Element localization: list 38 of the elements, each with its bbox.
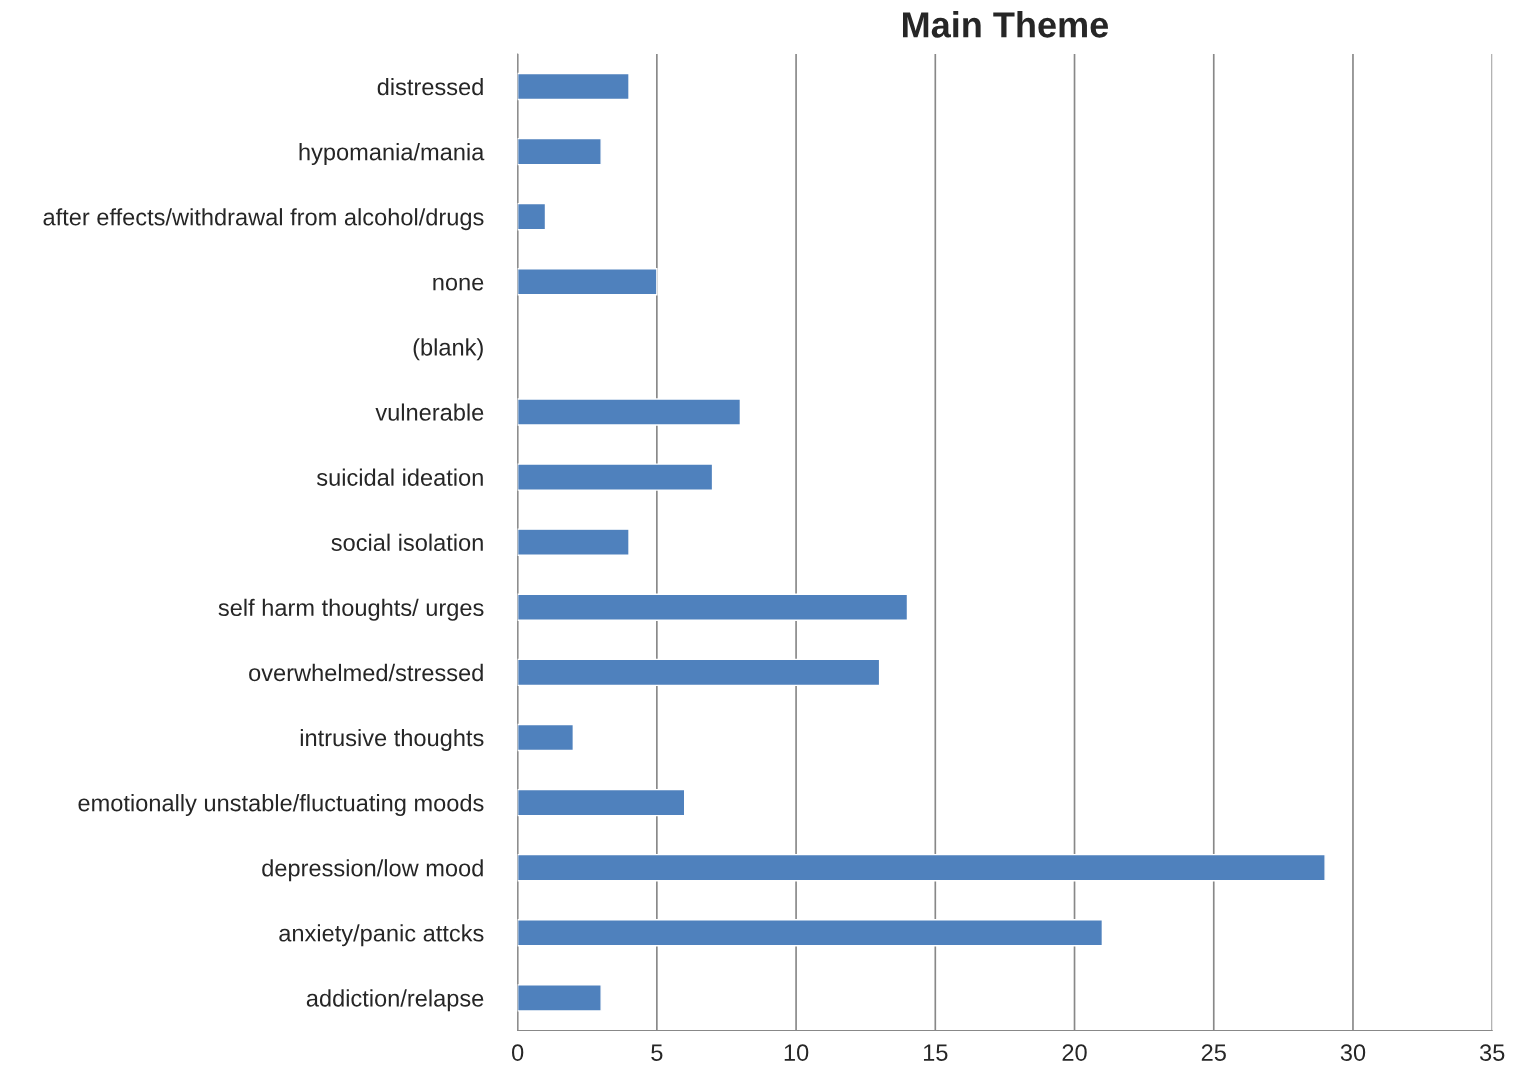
y-tick-label: overwhelmed/stressed: [249, 663, 483, 682]
y-tick-label: hypomania/mania: [299, 143, 485, 166]
y-tick-label: depression/low mood: [262, 859, 483, 882]
bar: [517, 723, 575, 752]
x-tick-label: 5: [651, 1044, 663, 1061]
y-tick-label: after effects/withdrawal from alcohol/drugs: [43, 208, 484, 231]
bar: [517, 593, 909, 622]
y-tick-label: vulnerable: [375, 403, 484, 421]
y-tick-label: social isolation: [331, 533, 483, 551]
bar: [517, 72, 630, 101]
bar: [517, 268, 658, 296]
y-tick-label: self harm thoughts/ urges: [218, 598, 484, 621]
bar: [517, 202, 547, 231]
y-tick-label: distressed: [377, 77, 483, 96]
bar: [517, 463, 714, 491]
y-tick-label: suicidal ideation: [316, 468, 483, 486]
bar: [517, 853, 1326, 882]
chart-title: Main Theme: [903, 11, 1109, 38]
x-tick-label: 10: [784, 1044, 809, 1061]
bar: [517, 919, 1104, 947]
y-tick-label: intrusive thoughts: [300, 728, 484, 751]
bar: [517, 398, 742, 426]
bar: [517, 528, 630, 556]
y-tick-label: emotionally unstable/fluctuating moods: [78, 794, 484, 817]
y-tick-label: anxiety/panic attcks: [279, 924, 484, 947]
y-tick-label: (blank): [413, 338, 483, 361]
bar: [517, 658, 881, 687]
x-tick-label: 25: [1201, 1044, 1226, 1061]
bar: [517, 137, 602, 166]
x-tick-label: 30: [1340, 1044, 1366, 1061]
x-tick-label: 35: [1479, 1044, 1505, 1061]
bar: [517, 984, 602, 1012]
y-tick-label: addiction/relapse: [306, 989, 484, 1012]
x-tick-label: 0: [512, 1044, 524, 1061]
x-tick-label: 15: [923, 1044, 948, 1061]
x-tick-label: 20: [1062, 1044, 1087, 1061]
bar: [517, 788, 686, 817]
y-tick-label: none: [433, 277, 484, 291]
